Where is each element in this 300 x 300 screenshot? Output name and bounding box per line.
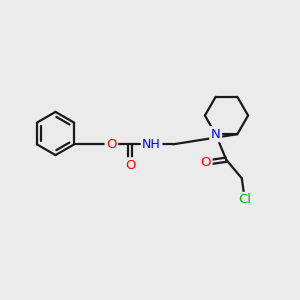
- Text: O: O: [200, 156, 211, 169]
- Text: Cl: Cl: [238, 194, 251, 206]
- Text: N: N: [211, 128, 220, 141]
- Text: NH: NH: [142, 138, 161, 151]
- Text: O: O: [125, 159, 135, 172]
- Text: O: O: [106, 138, 117, 151]
